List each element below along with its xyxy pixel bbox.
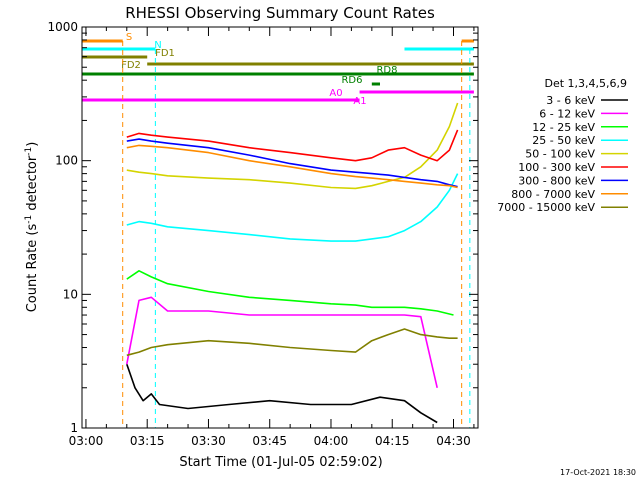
legend-label: 800 - 7000 keV xyxy=(511,188,595,201)
series-line-1 xyxy=(126,363,438,424)
legend-title: Det 1,3,4,5,6,9 xyxy=(544,77,627,90)
chart-title: RHESSI Observing Summary Count Rates xyxy=(125,4,435,22)
x-tick-label: 03:45 xyxy=(252,434,287,448)
state-boundaries xyxy=(122,41,471,428)
y-tick-label: 1000 xyxy=(47,20,78,34)
legend-label: 6 - 12 keV xyxy=(539,107,595,120)
x-tick-label: 04:00 xyxy=(314,434,349,448)
x-tick-label: 03:15 xyxy=(130,434,165,448)
series-line-9 xyxy=(126,328,458,357)
flag-label-n: N xyxy=(154,40,161,51)
flag-label-rd8: RD8 xyxy=(376,65,397,76)
x-tick-label: 03:30 xyxy=(191,434,226,448)
y-tick-label: 1 xyxy=(70,421,78,435)
flag-label-s: S xyxy=(126,32,132,43)
series-line-5 xyxy=(126,102,459,190)
x-tick-label: 03:00 xyxy=(69,434,104,448)
series-group xyxy=(126,102,459,424)
timestamp: 17-Oct-2021 18:30 xyxy=(560,468,636,477)
series-line-2 xyxy=(126,296,438,388)
x-axis-label: Start Time (01-Jul-05 02:59:02) xyxy=(179,455,382,470)
series-line-8 xyxy=(126,144,458,189)
flag-label-a0: A0 xyxy=(329,88,342,99)
x-tick-label: 04:15 xyxy=(375,434,410,448)
y-tick-label: 100 xyxy=(55,154,78,168)
y-axis-label: Count Rate (s-1 detector-1) xyxy=(24,142,40,313)
series-line-4 xyxy=(126,173,459,242)
legend-label: 3 - 6 keV xyxy=(546,94,595,107)
legend-label: 25 - 50 keV xyxy=(532,134,595,147)
flag-label-a1: A1 xyxy=(353,96,366,107)
series-line-7 xyxy=(126,138,458,188)
flag-label-rd6: RD6 xyxy=(341,75,362,86)
x-tick-label: 04:30 xyxy=(436,434,471,448)
y-axis: 1 10 100 1000 xyxy=(47,20,478,435)
legend-label: 100 - 300 keV xyxy=(518,161,595,174)
legend-label: 300 - 800 keV xyxy=(518,174,595,187)
y-tick-label: 10 xyxy=(63,287,78,301)
x-axis: 03:00 03:15 03:30 03:45 04:00 04:15 04:30 xyxy=(69,27,475,448)
plot-frame xyxy=(81,26,479,429)
series-line-3 xyxy=(126,269,454,316)
legend-label: 7000 - 15000 keV xyxy=(497,201,595,214)
flag-label-fd2: FD2 xyxy=(121,60,141,71)
series-line-6 xyxy=(126,129,459,162)
legend-label: 12 - 25 keV xyxy=(532,121,595,134)
legend-label: 50 - 100 keV xyxy=(525,148,595,161)
flag-label-fd1: FD1 xyxy=(155,48,175,59)
